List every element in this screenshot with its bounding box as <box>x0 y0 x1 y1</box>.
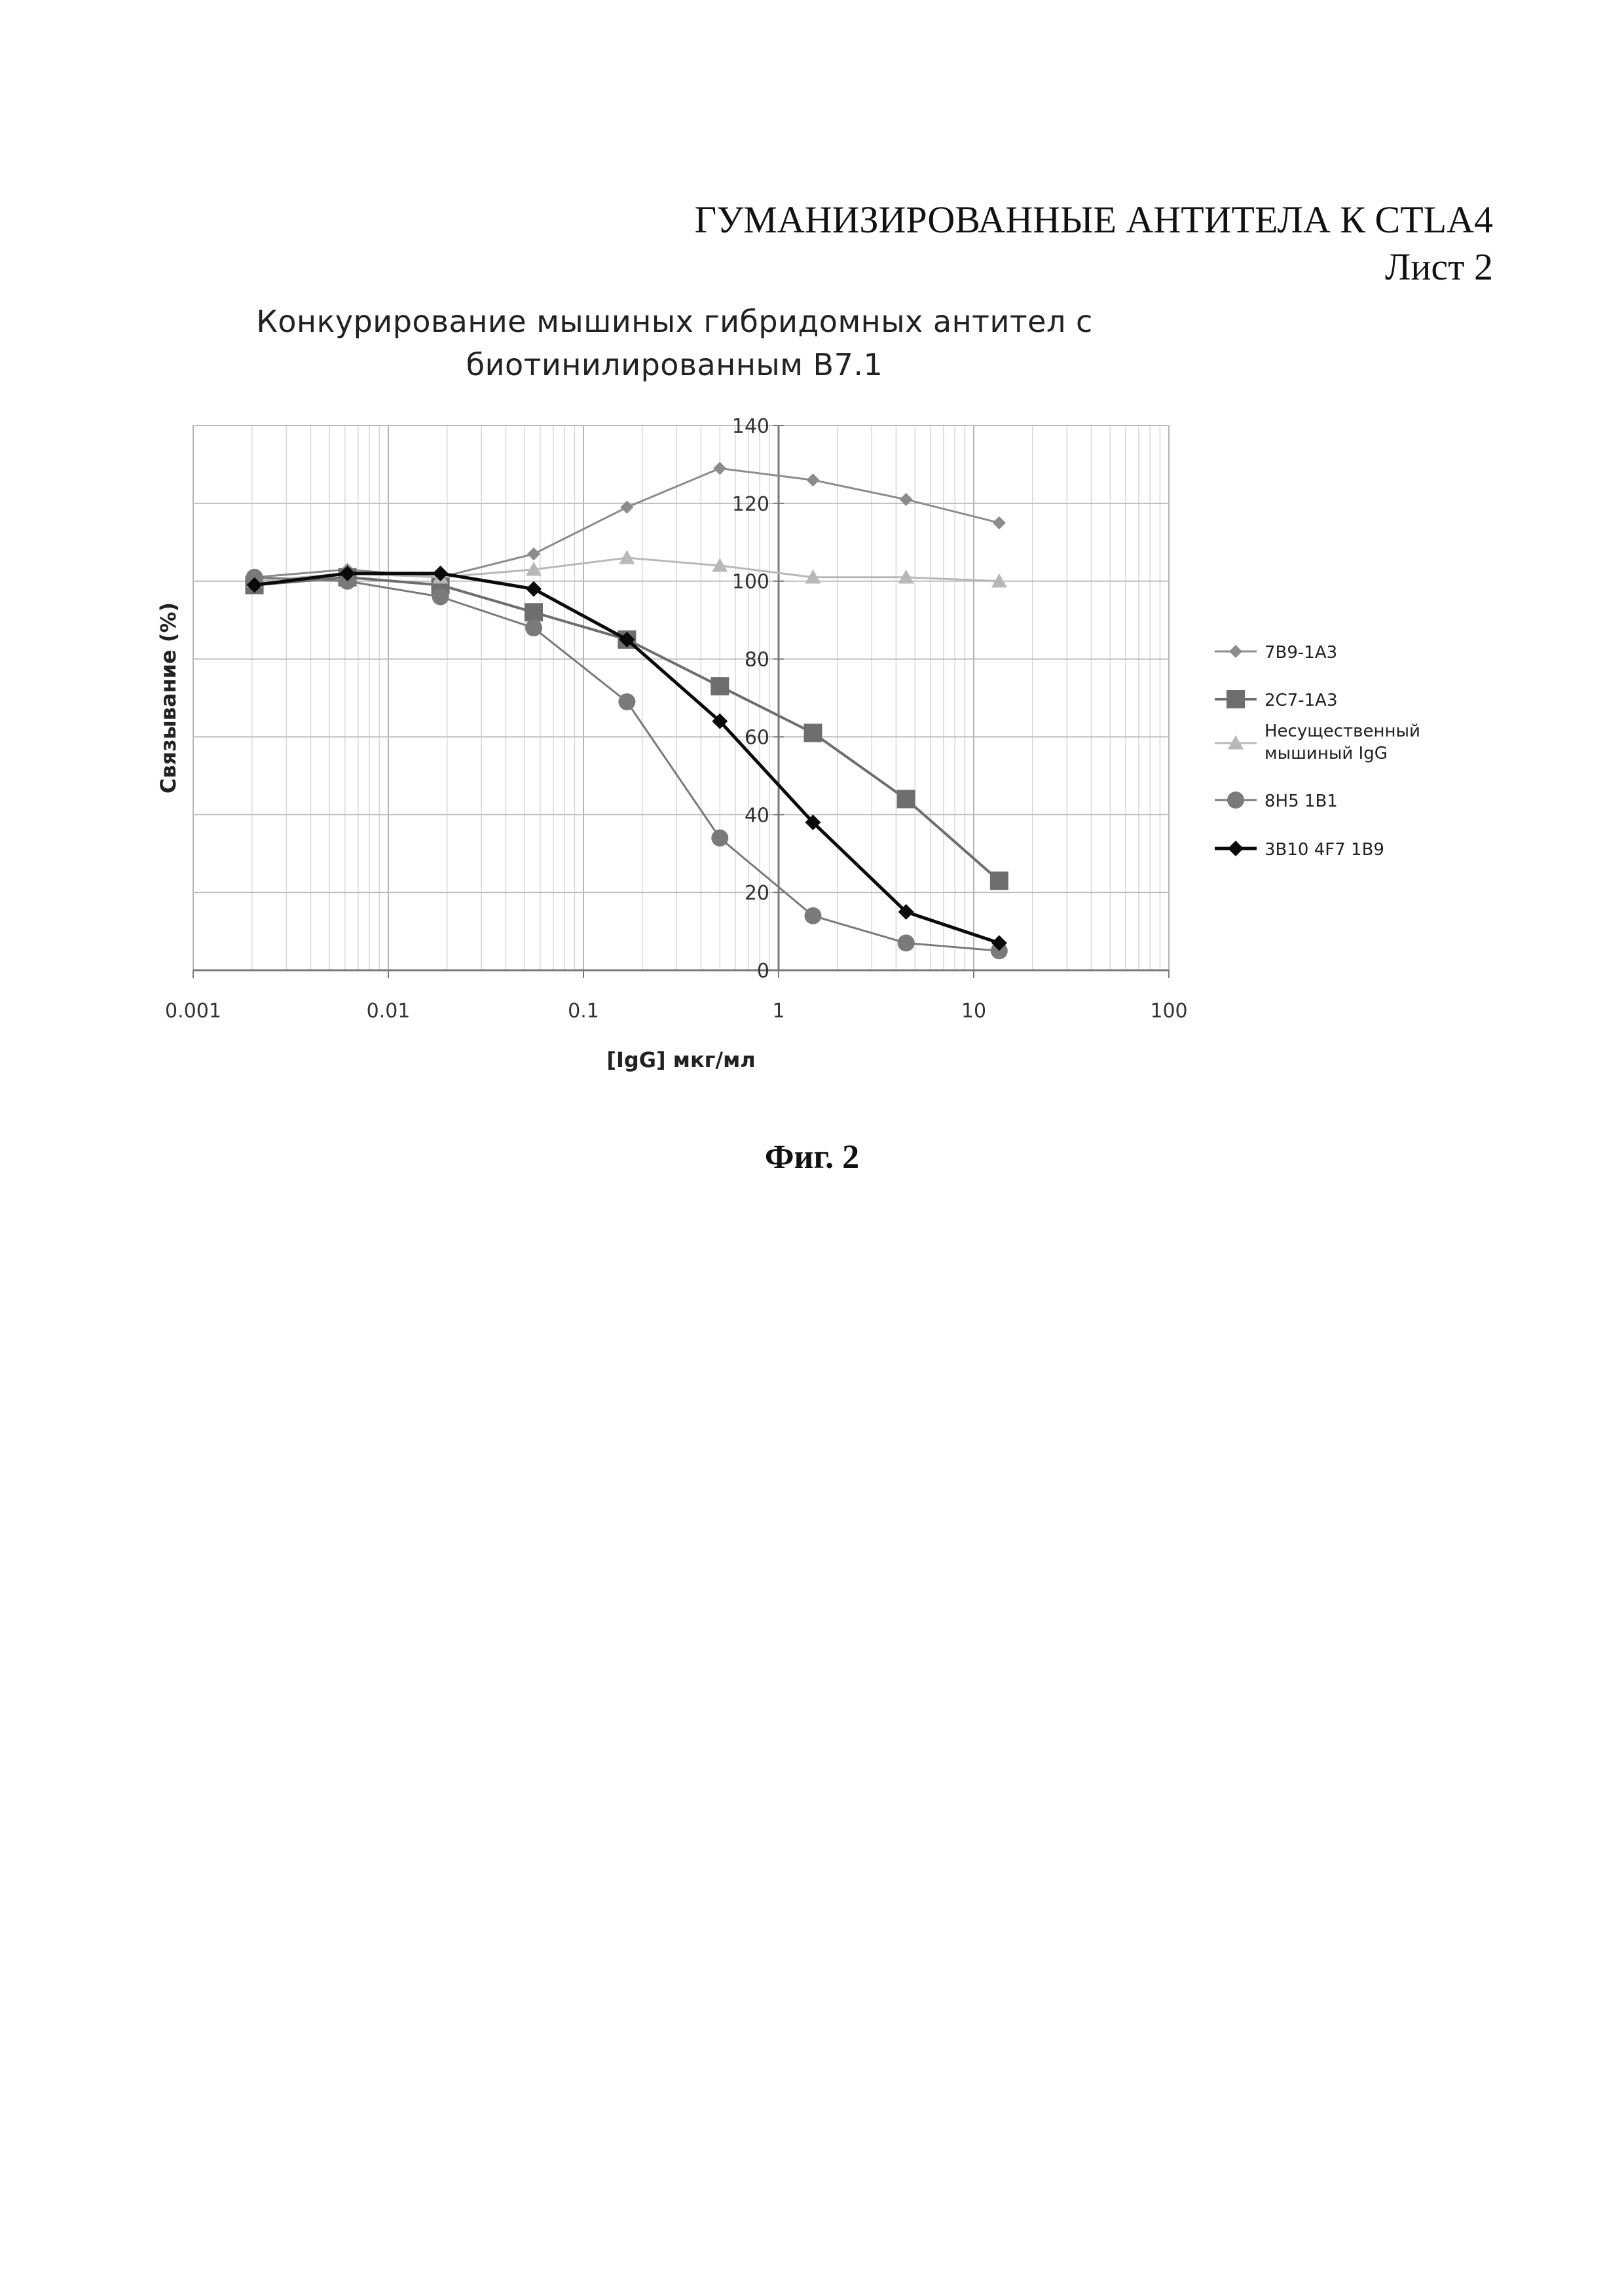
data-point-diamond <box>806 473 819 486</box>
x-tick-label: 0.001 <box>165 1000 221 1023</box>
legend-label: Несущественный <box>1264 721 1420 741</box>
legend-label: мышиный IgG <box>1264 744 1388 763</box>
data-point-circle <box>618 693 635 710</box>
data-point-square <box>803 723 822 742</box>
legend-entry: 3B10 4F7 1B9 <box>1215 840 1384 860</box>
data-point-diamond <box>900 493 913 506</box>
data-point-diamond <box>620 501 633 514</box>
legend-label: 7B9-1A3 <box>1264 643 1337 663</box>
y-tick-label: 120 <box>732 493 769 516</box>
legend-label: 3B10 4F7 1B9 <box>1264 840 1384 860</box>
x-tick-label: 1 <box>772 1000 784 1023</box>
data-point-square <box>525 603 543 621</box>
y-tick-label: 40 <box>745 804 769 827</box>
data-point-diamond <box>1229 645 1242 658</box>
y-tick-label: 100 <box>732 571 769 594</box>
y-axis-title: Связывание (%) <box>156 602 181 793</box>
x-tick-label: 0.01 <box>367 1000 411 1023</box>
data-point-circle <box>1227 792 1244 809</box>
data-point-square <box>897 790 915 809</box>
x-tick-label: 0.1 <box>568 1000 599 1023</box>
y-tick-label: 80 <box>745 649 769 672</box>
series-2 <box>246 568 1008 890</box>
data-point-square <box>1227 690 1245 708</box>
legend-entry: 2C7-1A3 <box>1215 690 1338 710</box>
data-point-triangle <box>619 550 635 564</box>
data-point-diamond <box>993 517 1006 530</box>
data-point-circle <box>804 907 821 924</box>
data-point-circle <box>711 829 728 847</box>
data-point-circle <box>432 588 449 605</box>
data-point-diamond <box>1228 841 1244 856</box>
data-point-diamond <box>526 581 542 597</box>
x-tick-label: 100 <box>1150 1000 1187 1023</box>
y-tick-label: 20 <box>745 882 769 905</box>
figure-caption: Фиг. 2 <box>0 1138 1624 1176</box>
data-point-circle <box>898 934 915 951</box>
data-point-diamond <box>713 462 726 475</box>
plot-area-border <box>193 426 1169 970</box>
data-point-circle <box>525 619 542 636</box>
x-axis-title: [IgG] мкг/мл <box>606 1048 755 1072</box>
data-point-square <box>710 677 729 695</box>
legend-entry: Несущественный мышиный IgG <box>1215 721 1420 763</box>
legend-entry: 8H5 1B1 <box>1215 792 1338 811</box>
y-tick-label: 0 <box>757 960 769 983</box>
binding-competition-chart: 0.001 0.01 0.1 1 10 100 0 20 40 60 80 100 120 140 [IgG… <box>0 0 1624 1113</box>
series-line <box>255 574 999 943</box>
data-point-square <box>990 871 1008 890</box>
series-3 <box>247 550 1007 587</box>
y-tick-label: 140 <box>732 415 769 438</box>
legend-entry: 7B9-1A3 <box>1215 643 1337 663</box>
y-tick-label: 60 <box>745 726 769 749</box>
legend-label: 8H5 1B1 <box>1264 792 1338 811</box>
legend-label: 2C7-1A3 <box>1264 691 1338 710</box>
x-tick-label: 10 <box>961 1000 986 1023</box>
series-1 <box>248 462 1006 583</box>
series-line <box>255 577 999 881</box>
data-point-diamond <box>527 547 540 560</box>
